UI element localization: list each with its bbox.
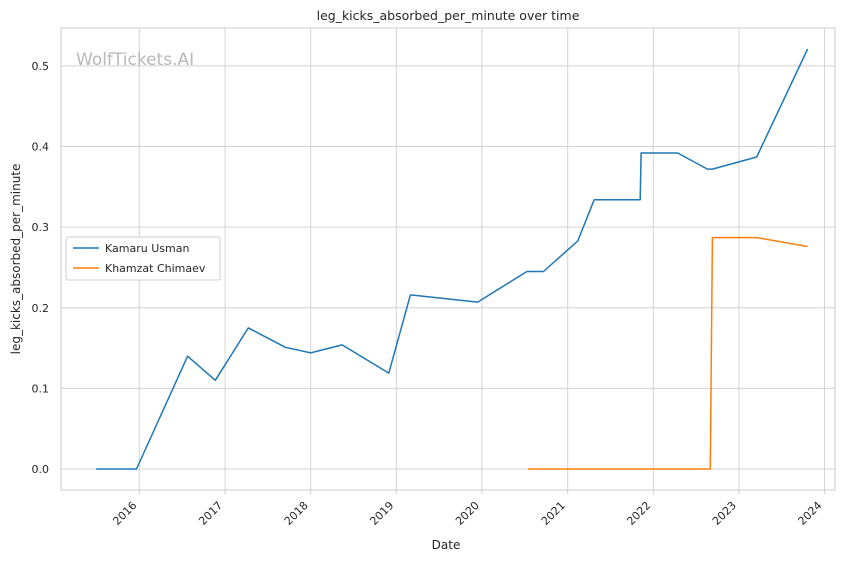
- series-lines: [96, 48, 809, 470]
- x-tick-label: 2018: [282, 499, 311, 528]
- x-tick-label: 2019: [367, 499, 396, 528]
- x-tick-label: 2024: [796, 499, 825, 528]
- y-axis-label: leg_kicks_absorbed_per_minute: [9, 164, 23, 355]
- x-tick-label: 2023: [710, 499, 739, 528]
- x-tick-labels: 2016 2017 2018 2019 2020 2021 2022 2023 2024: [110, 499, 824, 528]
- chart-title: leg_kicks_absorbed_per_minute over time: [317, 8, 580, 23]
- legend-box: [65, 236, 221, 281]
- legend: Kamaru Usman Khamzat Chimaev: [65, 236, 221, 281]
- watermark: WolfTickets.AI: [76, 50, 194, 70]
- x-tick-label: 2020: [453, 499, 482, 528]
- y-tick-labels: 0.0 0.1 0.2 0.3 0.4 0.5: [32, 60, 50, 476]
- y-tick-label: 0.2: [32, 302, 50, 315]
- legend-label-khamzat-chimaev: Khamzat Chimaev: [105, 262, 206, 275]
- y-tick-label: 0.1: [32, 382, 50, 395]
- x-tick-label: 2022: [624, 499, 653, 528]
- x-tick-label: 2017: [196, 499, 225, 528]
- x-tick-label: 2016: [110, 499, 139, 528]
- y-tick-label: 0.5: [32, 60, 50, 73]
- y-tick-label: 0.3: [32, 221, 50, 234]
- series-line-kamaru-usman: [96, 48, 809, 470]
- x-axis-label: Date: [432, 538, 461, 552]
- grid-lines: [61, 28, 835, 494]
- y-tick-label: 0.0: [32, 463, 50, 476]
- plot-frame: [60, 27, 836, 491]
- series-line-khamzat-chimaev: [528, 236, 808, 470]
- y-tick-label: 0.4: [32, 141, 50, 154]
- legend-label-kamaru-usman: Kamaru Usman: [105, 242, 189, 255]
- x-tick-label: 2021: [539, 499, 568, 528]
